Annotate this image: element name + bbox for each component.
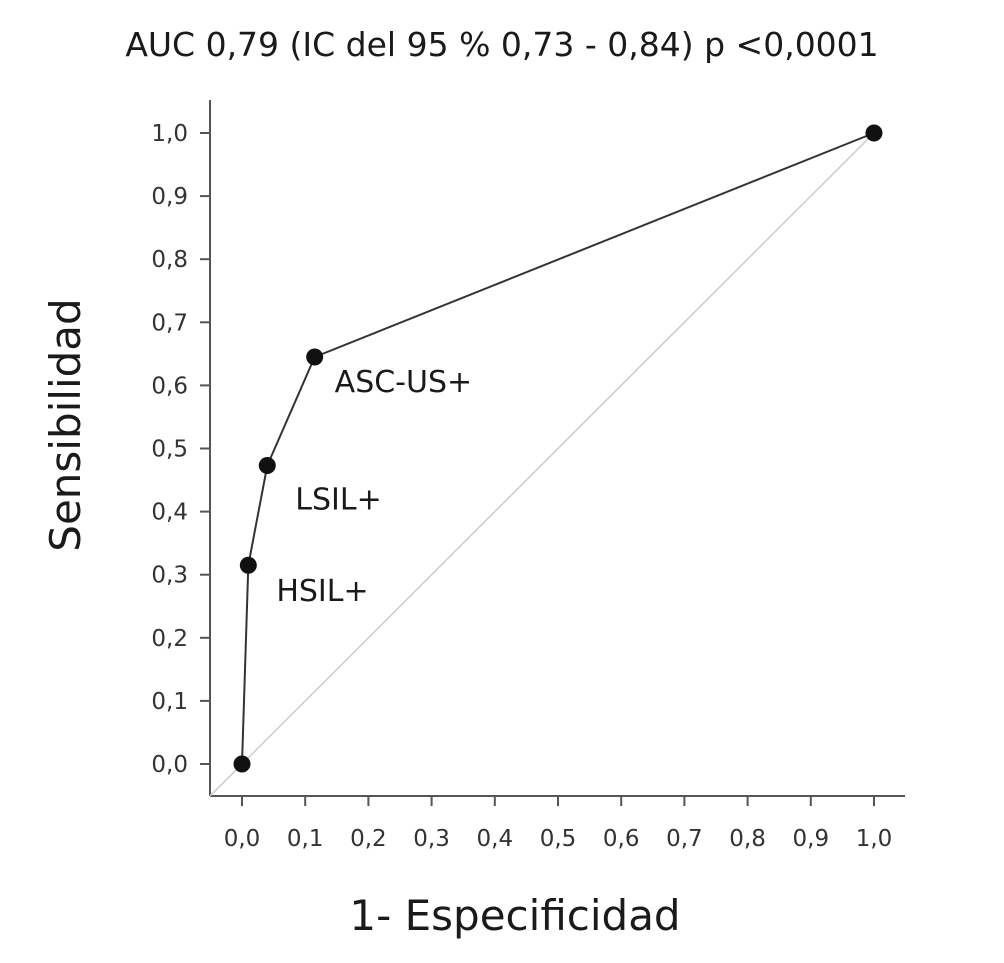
y-axis-title: Sensibilidad [41, 298, 90, 551]
x-tick-label: 1,0 [856, 826, 893, 852]
reference-diagonal-line [209, 132, 875, 797]
x-tick-label: 0,9 [793, 826, 830, 852]
y-tick-label: 0,5 [151, 437, 188, 463]
y-tick-label: 0,0 [151, 752, 188, 778]
point-annotation-label: LSIL+ [295, 483, 381, 518]
x-tick-label: 0,0 [224, 826, 261, 852]
x-tick-label: 0,5 [540, 826, 577, 852]
y-tick-label: 0,1 [151, 689, 188, 715]
roc-point [233, 755, 251, 773]
x-axis-title: 1- Especificidad [349, 891, 680, 940]
y-tick-label: 0,4 [151, 500, 188, 526]
point-annotation-label: HSIL+ [276, 574, 368, 609]
roc-point [865, 124, 883, 142]
y-tick-label: 0,8 [151, 247, 188, 273]
x-tick-label: 0,4 [477, 826, 514, 852]
roc-point [239, 556, 257, 574]
point-annotation-label: ASC-US+ [335, 365, 472, 400]
y-tick-label: 1,0 [151, 121, 188, 147]
y-tick-label: 0,9 [151, 184, 188, 210]
y-tick-label: 0,2 [151, 626, 188, 652]
chart-title: AUC 0,79 (IC del 95 % 0,73 - 0,84) p <0,… [125, 25, 878, 64]
roc-point [306, 348, 324, 366]
x-tick-label: 0,2 [350, 826, 387, 852]
y-tick-label: 0,6 [151, 373, 188, 399]
y-tick-label: 0,7 [151, 310, 188, 336]
roc-point [258, 457, 276, 475]
x-tick-label: 0,3 [413, 826, 450, 852]
y-tick-label: 0,3 [151, 563, 188, 589]
x-tick-label: 0,6 [603, 826, 640, 852]
x-tick-label: 0,1 [287, 826, 324, 852]
x-tick-label: 0,8 [729, 826, 766, 852]
plot-area: 0,0 0,1 0,2 0,3 0,4 0,5 0,6 0,7 0,8 0,9 1,0 0,0 0,1 0… [151, 100, 905, 852]
x-tick-label: 0,7 [666, 826, 703, 852]
